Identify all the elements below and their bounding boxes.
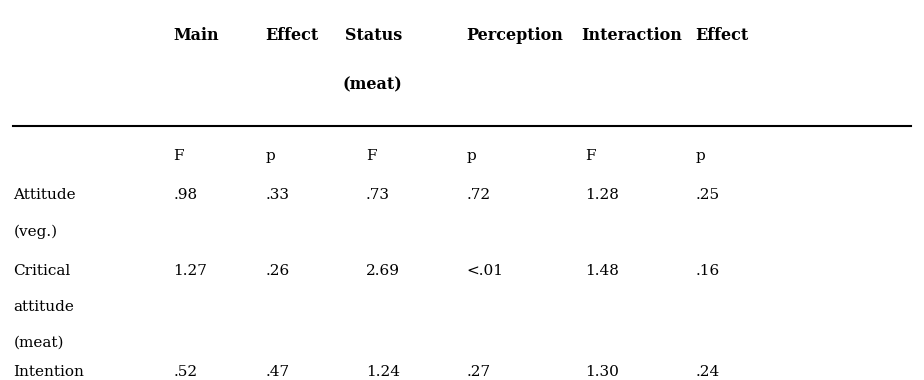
Text: (meat): (meat): [13, 336, 64, 350]
Text: .52: .52: [174, 366, 198, 379]
Text: .47: .47: [265, 366, 289, 379]
Text: Effect: Effect: [696, 27, 748, 44]
Text: Main: Main: [174, 27, 219, 44]
Text: (meat): (meat): [343, 76, 403, 93]
Text: .25: .25: [696, 188, 720, 202]
Text: Effect: Effect: [265, 27, 319, 44]
Text: .73: .73: [366, 188, 390, 202]
Text: Attitude: Attitude: [13, 188, 76, 202]
Text: F: F: [366, 149, 376, 163]
Text: Perception: Perception: [467, 27, 564, 44]
Text: 1.48: 1.48: [586, 264, 619, 278]
Text: .98: .98: [174, 188, 198, 202]
Text: F: F: [174, 149, 184, 163]
Text: 1.27: 1.27: [174, 264, 208, 278]
Text: p: p: [265, 149, 274, 163]
Text: .27: .27: [467, 366, 491, 379]
Text: 1.24: 1.24: [366, 366, 400, 379]
Text: .33: .33: [265, 188, 289, 202]
Text: p: p: [696, 149, 705, 163]
Text: 1.28: 1.28: [586, 188, 619, 202]
Text: 2.69: 2.69: [366, 264, 400, 278]
Text: <.01: <.01: [467, 264, 504, 278]
Text: F: F: [586, 149, 596, 163]
Text: Critical: Critical: [13, 264, 70, 278]
Text: .72: .72: [467, 188, 491, 202]
Text: Interaction: Interaction: [581, 27, 682, 44]
Text: .26: .26: [265, 264, 289, 278]
Text: 1.30: 1.30: [586, 366, 619, 379]
Text: p: p: [467, 149, 477, 163]
Text: Intention: Intention: [13, 366, 84, 379]
Text: attitude: attitude: [13, 300, 74, 314]
Text: .16: .16: [696, 264, 720, 278]
Text: (veg.): (veg.): [13, 224, 57, 239]
Text: .24: .24: [696, 366, 720, 379]
Text: Status: Status: [346, 27, 403, 44]
